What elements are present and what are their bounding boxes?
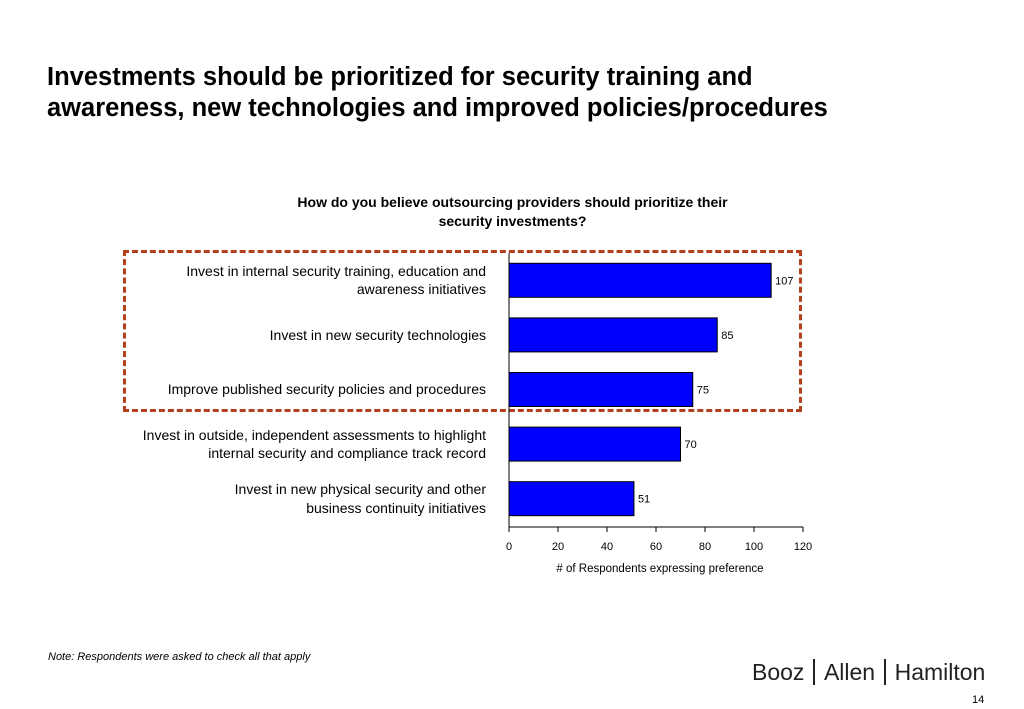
bar-value-label: 70 xyxy=(685,439,697,451)
category-label: Invest in new physical security and othe… xyxy=(60,480,486,517)
x-tick-label: 120 xyxy=(794,541,812,553)
x-tick-label: 40 xyxy=(601,541,613,553)
slide-title-line-2: awareness, new technologies and improved… xyxy=(47,94,828,122)
category-label-line: Invest in internal security training, ed… xyxy=(186,262,486,279)
category-label: Invest in new security technologies xyxy=(60,326,486,345)
logo-separator xyxy=(884,659,886,685)
highlight-box xyxy=(123,250,802,412)
slide-title-line-1: Investments should be prioritized for se… xyxy=(47,63,753,91)
chart-question-line-2: security investments? xyxy=(438,213,587,229)
x-axis-title: # of Respondents expressing preference xyxy=(556,563,763,575)
bar xyxy=(508,317,718,353)
bar xyxy=(508,426,681,462)
footnote: Note: Respondents were asked to check al… xyxy=(48,651,311,663)
logo-word-allen: Allen xyxy=(823,659,876,685)
category-label: Invest in internal security training, ed… xyxy=(60,262,486,299)
category-label-line: internal security and compliance track r… xyxy=(208,445,486,462)
bar-value-label: 85 xyxy=(721,330,733,342)
x-tick-label: 60 xyxy=(650,541,662,553)
company-logo: Booz Allen Hamilton xyxy=(752,659,985,686)
bar xyxy=(508,372,694,407)
category-label: Invest in outside, independent assessmen… xyxy=(60,426,486,463)
x-tick-label: 20 xyxy=(552,541,564,553)
category-label: Improve published security policies and … xyxy=(60,380,486,399)
chart-question: How do you believe outsourcing providers… xyxy=(260,193,765,231)
bar-value-label: 51 xyxy=(638,494,650,506)
x-tick-label: 80 xyxy=(699,541,711,553)
chart-question-line-1: How do you believe outsourcing providers… xyxy=(297,194,728,210)
category-label-line: Invest in new security technologies xyxy=(269,326,486,343)
x-tick-label: 0 xyxy=(506,541,512,553)
category-label-line: Invest in outside, independent assessmen… xyxy=(142,426,486,443)
logo-word-hamilton: Hamilton xyxy=(894,659,986,685)
logo-word-booz: Booz xyxy=(752,659,805,685)
bar-value-label: 75 xyxy=(697,385,709,397)
bar xyxy=(508,481,635,517)
bar xyxy=(508,262,772,298)
category-label-line: Improve published security policies and … xyxy=(167,381,486,398)
bar-value-label: 107 xyxy=(775,275,793,287)
category-label-line: awareness initiatives xyxy=(356,281,486,298)
logo-separator xyxy=(813,659,815,685)
category-label-line: Invest in new physical security and othe… xyxy=(234,481,486,498)
page-number: 14 xyxy=(972,694,985,706)
slide-title: Investments should be prioritized for se… xyxy=(47,62,987,124)
category-label-line: business continuity initiatives xyxy=(306,499,486,516)
x-tick-label: 100 xyxy=(745,541,763,553)
